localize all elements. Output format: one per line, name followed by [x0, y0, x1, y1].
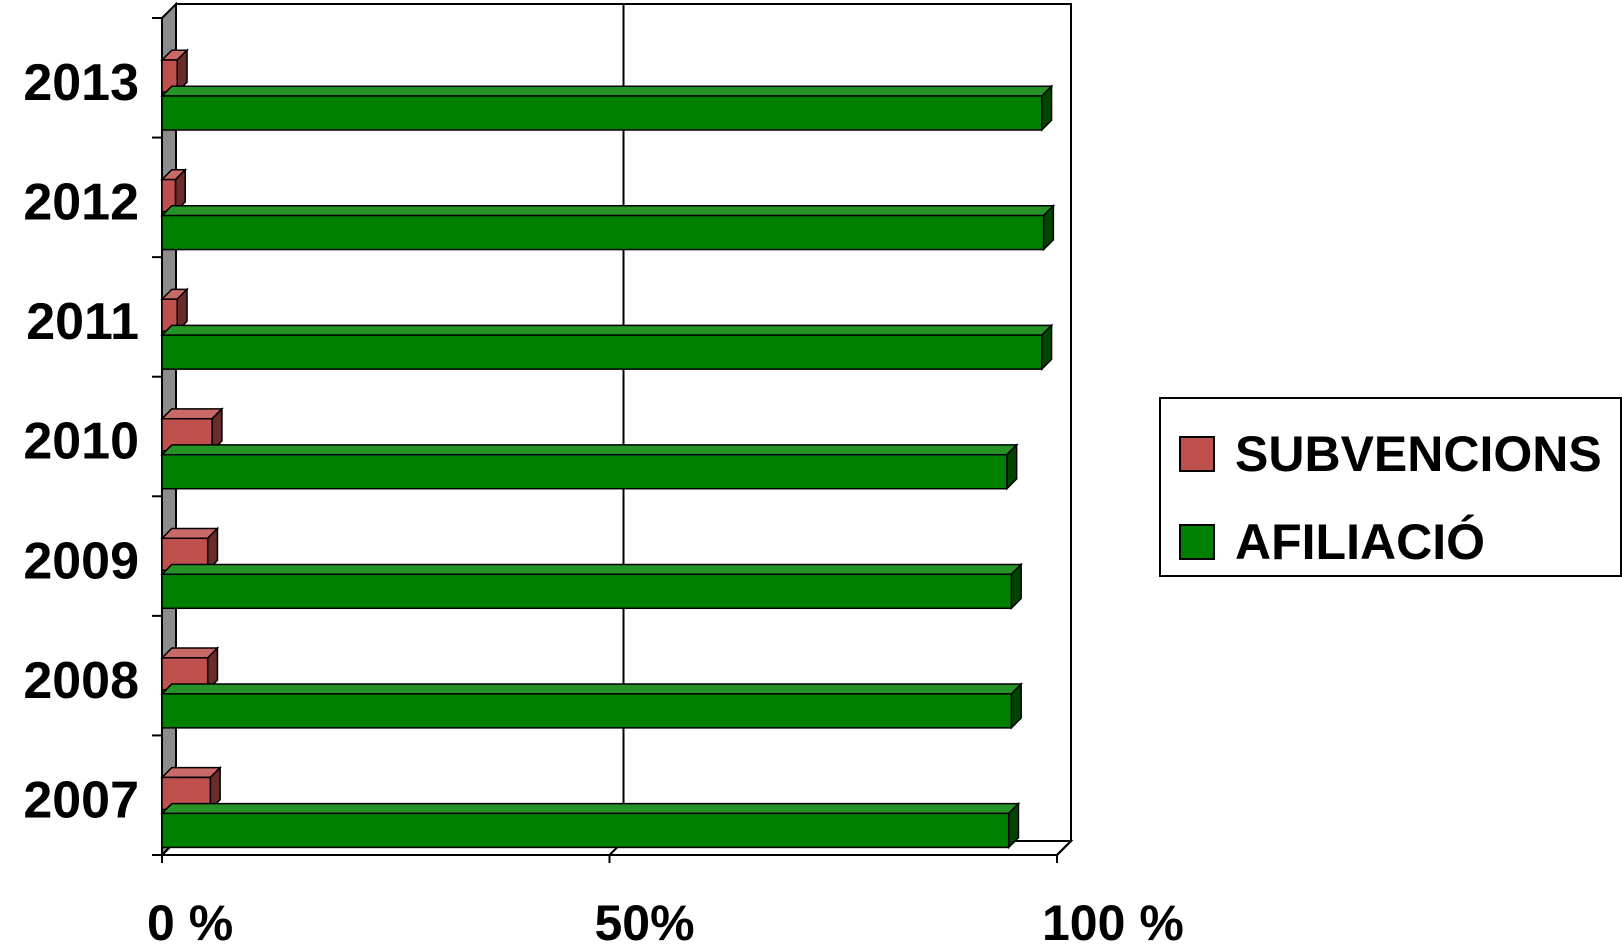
y-label-2008: 2008 — [23, 652, 139, 710]
legend-label-subvencions: SUBVENCIONS — [1235, 426, 1602, 482]
y-label-2010: 2010 — [23, 413, 139, 471]
legend-swatch-afiliacio — [1179, 524, 1215, 560]
bar-top-afiliaci-2008 — [160, 683, 1023, 695]
bar-top-afiliaci-2012 — [160, 205, 1056, 217]
bar-top-afiliaci-2009 — [160, 563, 1023, 576]
y-label-2012: 2012 — [23, 174, 139, 232]
bar-top-afiliaci-2013 — [160, 85, 1054, 97]
y-label-2011: 2011 — [26, 293, 139, 351]
x-axis-labels: 0 % 50% 100 % — [147, 895, 1184, 951]
floor-grid-tick — [1056, 840, 1072, 856]
bar-group-2009 — [160, 526, 1023, 611]
legend: SUBVENCIONS AFILIACIÓ — [1159, 397, 1622, 577]
bar-afiliaci-2012 — [161, 214, 1045, 251]
bar-group-2008 — [160, 646, 1023, 730]
bar-group-2012 — [160, 167, 1056, 252]
y-label-2013: 2013 — [23, 54, 139, 112]
bar-afiliaci-2013 — [161, 95, 1043, 131]
plot-area — [152, 1, 1074, 863]
y-axis-labels: 2013 2012 2011 2010 2009 2008 2007 — [23, 54, 139, 829]
legend-item-afiliacio: AFILIACIÓ — [1179, 517, 1485, 567]
y-label-2007: 2007 — [23, 771, 139, 829]
legend-item-subvencions: SUBVENCIONS — [1179, 429, 1602, 479]
x-label-0: 0 % — [147, 895, 233, 951]
bar-afiliaci-2007 — [161, 812, 1010, 849]
y-label-2009: 2009 — [23, 532, 139, 590]
bar-top-afiliaci-2010 — [160, 444, 1019, 456]
bar-group-2007 — [160, 765, 1021, 850]
bar-top-afiliaci-2011 — [160, 324, 1054, 336]
x-label-50: 50% — [595, 895, 695, 951]
legend-label-afiliacio: AFILIACIÓ — [1235, 514, 1485, 570]
bar-afiliaci-2009 — [161, 573, 1013, 610]
bar-group-2013 — [160, 48, 1054, 132]
bar-afiliaci-2008 — [161, 693, 1013, 729]
legend-swatch-subvencions — [1179, 436, 1215, 472]
bar-group-2011 — [160, 287, 1054, 371]
bar-top-afiliaci-2007 — [160, 802, 1021, 815]
bar-afiliaci-2010 — [161, 453, 1008, 490]
bar-group-2010 — [160, 407, 1019, 491]
x-label-100: 100 % — [1042, 895, 1184, 951]
bar-afiliaci-2011 — [161, 334, 1043, 370]
